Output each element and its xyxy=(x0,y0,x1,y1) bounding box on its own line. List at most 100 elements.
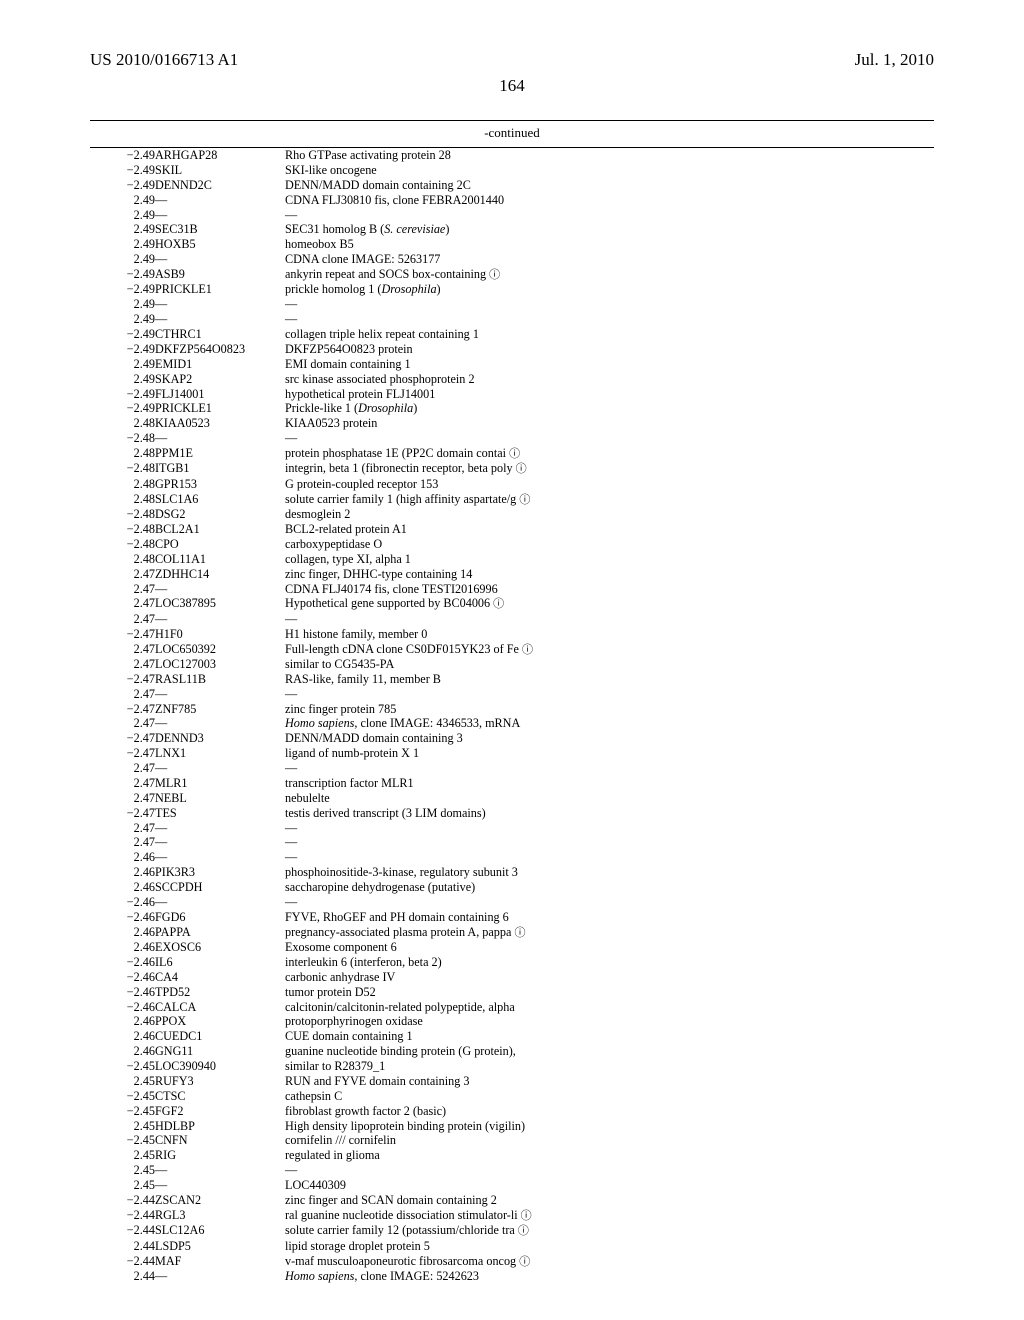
table-row: −2.47ZNF785zinc finger protein 785 xyxy=(90,702,934,717)
value-cell: 2.46 xyxy=(90,925,155,940)
gene-cell: MAF xyxy=(155,1254,285,1269)
gene-cell: SKIL xyxy=(155,163,285,178)
table-row: 2.47—Homo sapiens, clone IMAGE: 4346533,… xyxy=(90,716,934,731)
desc-cell: similar to R28379_1 xyxy=(285,1059,934,1074)
pub-date: Jul. 1, 2010 xyxy=(855,50,934,70)
desc-cell: CUE domain containing 1 xyxy=(285,1029,934,1044)
table-row: −2.49ASB9ankyrin repeat and SOCS box-con… xyxy=(90,267,934,282)
gene-cell: RIG xyxy=(155,1148,285,1163)
desc-cell: LOC440309 xyxy=(285,1178,934,1193)
value-cell: 2.44 xyxy=(90,1269,155,1284)
table-row: 2.46CUEDC1CUE domain containing 1 xyxy=(90,1029,934,1044)
table-row: −2.49FLJ14001hypothetical protein FLJ140… xyxy=(90,387,934,402)
table-row: −2.45LOC390940similar to R28379_1 xyxy=(90,1059,934,1074)
value-cell: −2.49 xyxy=(90,148,155,163)
gene-cell: DSG2 xyxy=(155,507,285,522)
table-row: −2.47DENND3DENN/MADD domain containing 3 xyxy=(90,731,934,746)
table-row: −2.46IL6interleukin 6 (interferon, beta … xyxy=(90,955,934,970)
table-row: 2.49EMID1EMI domain containing 1 xyxy=(90,357,934,372)
desc-cell: saccharopine dehydrogenase (putative) xyxy=(285,880,934,895)
gene-cell: ZNF785 xyxy=(155,702,285,717)
table-row: 2.46PAPPApregnancy-associated plasma pro… xyxy=(90,925,934,940)
gene-cell: PPOX xyxy=(155,1014,285,1029)
value-cell: 2.46 xyxy=(90,880,155,895)
desc-cell: zinc finger protein 785 xyxy=(285,702,934,717)
truncation-icon: ⓘ xyxy=(516,463,527,475)
value-cell: −2.47 xyxy=(90,731,155,746)
gene-cell: FLJ14001 xyxy=(155,387,285,402)
truncation-icon: ⓘ xyxy=(509,448,520,460)
gene-cell: H1F0 xyxy=(155,627,285,642)
desc-cell: — xyxy=(285,850,934,865)
value-cell: 2.47 xyxy=(90,821,155,836)
value-cell: 2.48 xyxy=(90,446,155,461)
table-row: −2.47TEStestis derived transcript (3 LIM… xyxy=(90,806,934,821)
pub-number: US 2010/0166713 A1 xyxy=(90,50,238,70)
table-row: 2.49SKAP2src kinase associated phosphopr… xyxy=(90,372,934,387)
table-row: 2.45RUFY3RUN and FYVE domain containing … xyxy=(90,1074,934,1089)
value-cell: 2.49 xyxy=(90,237,155,252)
value-cell: −2.48 xyxy=(90,537,155,552)
value-cell: 2.49 xyxy=(90,372,155,387)
gene-cell: KIAA0523 xyxy=(155,416,285,431)
desc-cell: cornifelin /// cornifelin xyxy=(285,1133,934,1148)
value-cell: 2.46 xyxy=(90,1044,155,1059)
value-cell: −2.46 xyxy=(90,910,155,925)
gene-cell: IL6 xyxy=(155,955,285,970)
desc-cell: — xyxy=(285,312,934,327)
table-row: 2.48KIAA0523KIAA0523 protein xyxy=(90,416,934,431)
table-row: 2.45—LOC440309 xyxy=(90,1178,934,1193)
gene-cell: SKAP2 xyxy=(155,372,285,387)
desc-cell: collagen, type XI, alpha 1 xyxy=(285,552,934,567)
value-cell: −2.46 xyxy=(90,970,155,985)
desc-cell: — xyxy=(285,687,934,702)
value-cell: 2.49 xyxy=(90,222,155,237)
gene-cell: RGL3 xyxy=(155,1208,285,1223)
table-row: 2.47—— xyxy=(90,821,934,836)
table-row: 2.46PIK3R3phosphoinositide-3-kinase, reg… xyxy=(90,865,934,880)
table-row: −2.44SLC12A6solute carrier family 12 (po… xyxy=(90,1223,934,1238)
value-cell: −2.49 xyxy=(90,387,155,402)
gene-cell: — xyxy=(155,1178,285,1193)
value-cell: −2.48 xyxy=(90,431,155,446)
desc-cell: lipid storage droplet protein 5 xyxy=(285,1239,934,1254)
desc-cell: tumor protein D52 xyxy=(285,985,934,1000)
desc-cell: ankyrin repeat and SOCS box-containing ⓘ xyxy=(285,267,934,282)
table-row: 2.49—CDNA clone IMAGE: 5263177 xyxy=(90,252,934,267)
desc-cell: DENN/MADD domain containing 3 xyxy=(285,731,934,746)
desc-cell: CDNA FLJ40174 fis, clone TESTI2016996 xyxy=(285,582,934,597)
gene-cell: LSDP5 xyxy=(155,1239,285,1254)
value-cell: 2.45 xyxy=(90,1119,155,1134)
gene-cell: CA4 xyxy=(155,970,285,985)
desc-cell: ral guanine nucleotide dissociation stim… xyxy=(285,1208,934,1223)
desc-cell: protoporphyrinogen oxidase xyxy=(285,1014,934,1029)
desc-cell: SKI-like oncogene xyxy=(285,163,934,178)
table-row: −2.49PRICKLE1Prickle-like 1 (Drosophila) xyxy=(90,401,934,416)
truncation-icon: ⓘ xyxy=(521,1210,532,1222)
table-row: 2.44—Homo sapiens, clone IMAGE: 5242623 xyxy=(90,1269,934,1284)
desc-cell: — xyxy=(285,1163,934,1178)
value-cell: −2.48 xyxy=(90,507,155,522)
gene-cell: BCL2A1 xyxy=(155,522,285,537)
gene-cell: — xyxy=(155,193,285,208)
desc-cell: H1 histone family, member 0 xyxy=(285,627,934,642)
value-cell: −2.47 xyxy=(90,702,155,717)
gene-cell: ASB9 xyxy=(155,267,285,282)
value-cell: 2.47 xyxy=(90,761,155,776)
gene-cell: COL11A1 xyxy=(155,552,285,567)
gene-cell: PAPPA xyxy=(155,925,285,940)
value-cell: 2.47 xyxy=(90,642,155,657)
gene-cell: PIK3R3 xyxy=(155,865,285,880)
truncation-icon: ⓘ xyxy=(519,494,530,506)
value-cell: −2.49 xyxy=(90,401,155,416)
gene-cell: FGD6 xyxy=(155,910,285,925)
gene-cell: — xyxy=(155,208,285,223)
value-cell: 2.49 xyxy=(90,312,155,327)
gene-table: −2.49ARHGAP28Rho GTPase activating prote… xyxy=(90,148,934,1284)
value-cell: 2.47 xyxy=(90,582,155,597)
desc-cell: DENN/MADD domain containing 2C xyxy=(285,178,934,193)
table-row: 2.49—— xyxy=(90,297,934,312)
gene-cell: PPM1E xyxy=(155,446,285,461)
gene-cell: PRICKLE1 xyxy=(155,282,285,297)
desc-cell: — xyxy=(285,431,934,446)
